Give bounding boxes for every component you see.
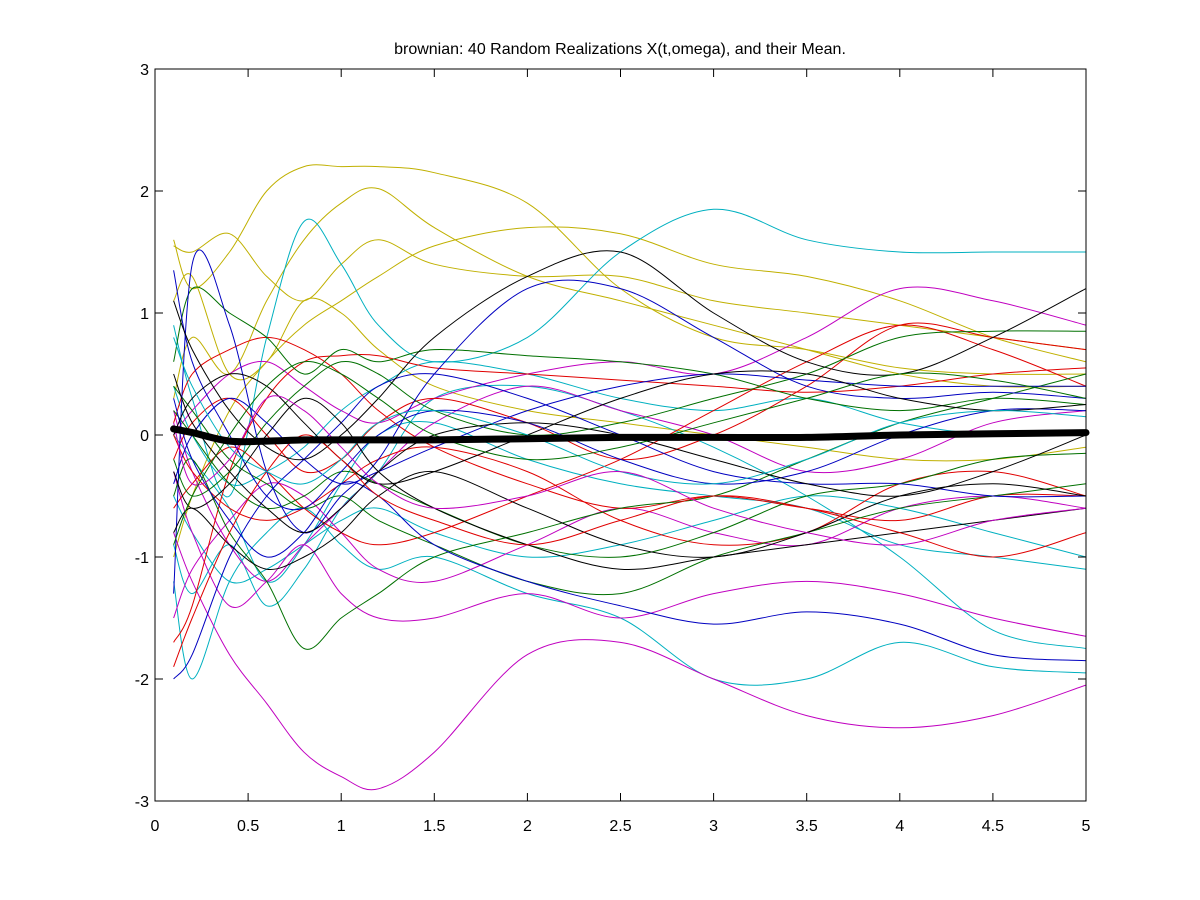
- x-tick-label: 1: [337, 818, 346, 835]
- realization-line-2: [173, 164, 1086, 375]
- series-layer: [173, 164, 1086, 791]
- chart-title: brownian: 40 Random Realizations X(t,ome…: [394, 41, 846, 58]
- realization-line-19: [173, 324, 1086, 546]
- x-tick-label: 4.5: [982, 818, 1004, 835]
- realization-line-35: [173, 370, 1086, 485]
- realization-line-36: [173, 397, 1086, 570]
- realization-line-37: [173, 434, 1086, 667]
- realization-line-17: [173, 354, 1086, 643]
- x-tick-label: 0.5: [237, 818, 259, 835]
- realization-line-3: [173, 187, 1086, 399]
- x-tick-label: 5: [1082, 818, 1091, 835]
- realization-line-29: [173, 398, 1086, 662]
- realization-line-30: [173, 270, 1086, 511]
- y-tick-label: -2: [135, 672, 149, 689]
- x-tick-label: 1.5: [423, 818, 445, 835]
- y-axis: -3 -2 -1 0 1 2 3: [135, 62, 1086, 811]
- realization-line-5: [173, 226, 1086, 558]
- x-axis: 0 0.5 1 1.5 2 2.5 3 3.5 4 4.5 5: [151, 69, 1091, 835]
- x-tick-label: 3.5: [796, 818, 818, 835]
- realization-line-1: [173, 232, 1086, 351]
- realization-line-7: [173, 384, 1086, 649]
- realization-line-20: [173, 434, 1086, 546]
- realization-line-38: [173, 337, 1086, 485]
- realization-line-27: [173, 249, 1086, 594]
- x-tick-label: 3: [709, 818, 718, 835]
- y-tick-label: 1: [140, 306, 149, 323]
- y-tick-label: 0: [140, 428, 149, 445]
- realization-line-14: [173, 286, 1086, 436]
- y-tick-label: -3: [135, 794, 149, 811]
- realization-line-10: [173, 360, 1086, 486]
- realization-line-13: [173, 471, 1086, 637]
- realization-line-8: [173, 507, 1086, 686]
- y-tick-label: 2: [140, 184, 149, 201]
- realization-line-11: [173, 495, 1086, 584]
- realization-line-15: [173, 482, 1086, 619]
- realization-line-4: [173, 273, 1086, 462]
- y-tick-label: -1: [135, 550, 149, 567]
- x-tick-label: 2: [523, 818, 532, 835]
- realization-line-39: [173, 395, 1086, 546]
- x-tick-label: 2.5: [609, 818, 631, 835]
- realization-line-21: [173, 322, 1086, 474]
- realization-line-18: [173, 336, 1086, 522]
- realization-line-32: [173, 250, 1086, 461]
- y-tick-label: 3: [140, 62, 149, 79]
- realization-line-40: [173, 361, 1086, 545]
- realization-line-16: [173, 385, 1086, 582]
- realization-line-22: [173, 286, 1086, 412]
- x-tick-label: 4: [895, 818, 904, 835]
- mean-layer: [170, 425, 1090, 446]
- x-tick-label: 0: [151, 818, 160, 835]
- mean-line: [170, 425, 1090, 446]
- realization-line-34: [173, 471, 1086, 570]
- realization-line-12: [173, 532, 1086, 791]
